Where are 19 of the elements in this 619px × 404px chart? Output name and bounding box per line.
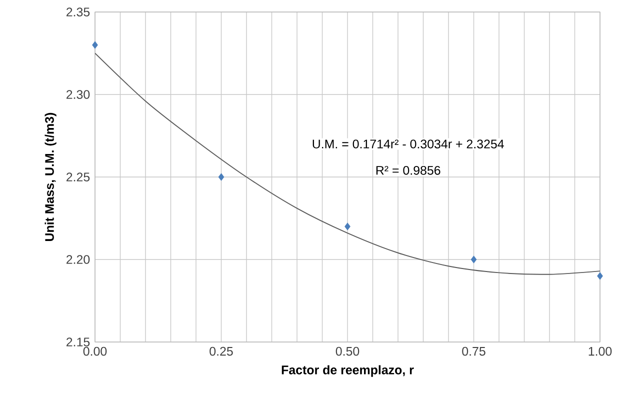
- annotation: R² = 0.9856: [376, 166, 440, 175]
- y-axis-title: Unit Mass, U.M. (t/m3): [44, 112, 56, 241]
- x-tick-label: 0.25: [210, 346, 233, 356]
- y-tick-label: 2.20: [66, 255, 90, 264]
- y-tick-label: 2.25: [66, 172, 90, 182]
- x-axis-title: Factor de reemplazo, r: [282, 365, 414, 377]
- point: [344, 222, 350, 230]
- point: [470, 256, 477, 264]
- x-tick-label: 0.00: [83, 346, 107, 356]
- annotation: U.M. = 0.1714r² - 0.3034r + 2.3254: [312, 140, 504, 148]
- y-tick-label: 2.30: [66, 90, 90, 99]
- x-tick-label: 1.00: [588, 346, 612, 356]
- x-tick-label: 0.75: [462, 346, 486, 356]
- x-tick-label: 0.50: [336, 346, 360, 356]
- y-tick-label: 2.35: [66, 8, 90, 16]
- point: [597, 272, 603, 280]
- point: [92, 41, 98, 49]
- point: [218, 173, 224, 181]
- y-tick-label: 2.15: [66, 338, 90, 346]
